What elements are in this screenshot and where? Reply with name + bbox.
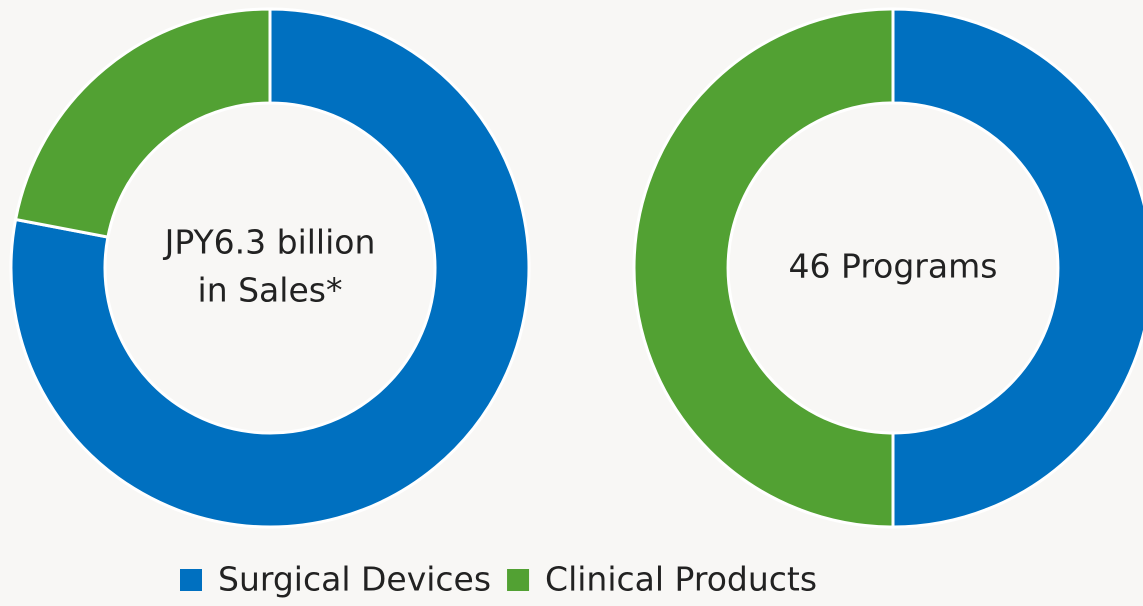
donut-segment <box>13 7 272 239</box>
legend-swatch <box>180 569 202 591</box>
legend-label: Clinical Products <box>545 560 817 599</box>
center-label: JPY6.3 billion <box>163 223 376 262</box>
center-label: 46 Programs <box>789 247 998 286</box>
legend-label: Surgical Devices <box>218 560 491 599</box>
center-label: in Sales* <box>198 271 343 310</box>
donut-segment <box>891 7 1143 529</box>
donut-segment <box>632 7 895 529</box>
donut-segment <box>9 7 531 529</box>
legend-swatch <box>507 569 530 591</box>
